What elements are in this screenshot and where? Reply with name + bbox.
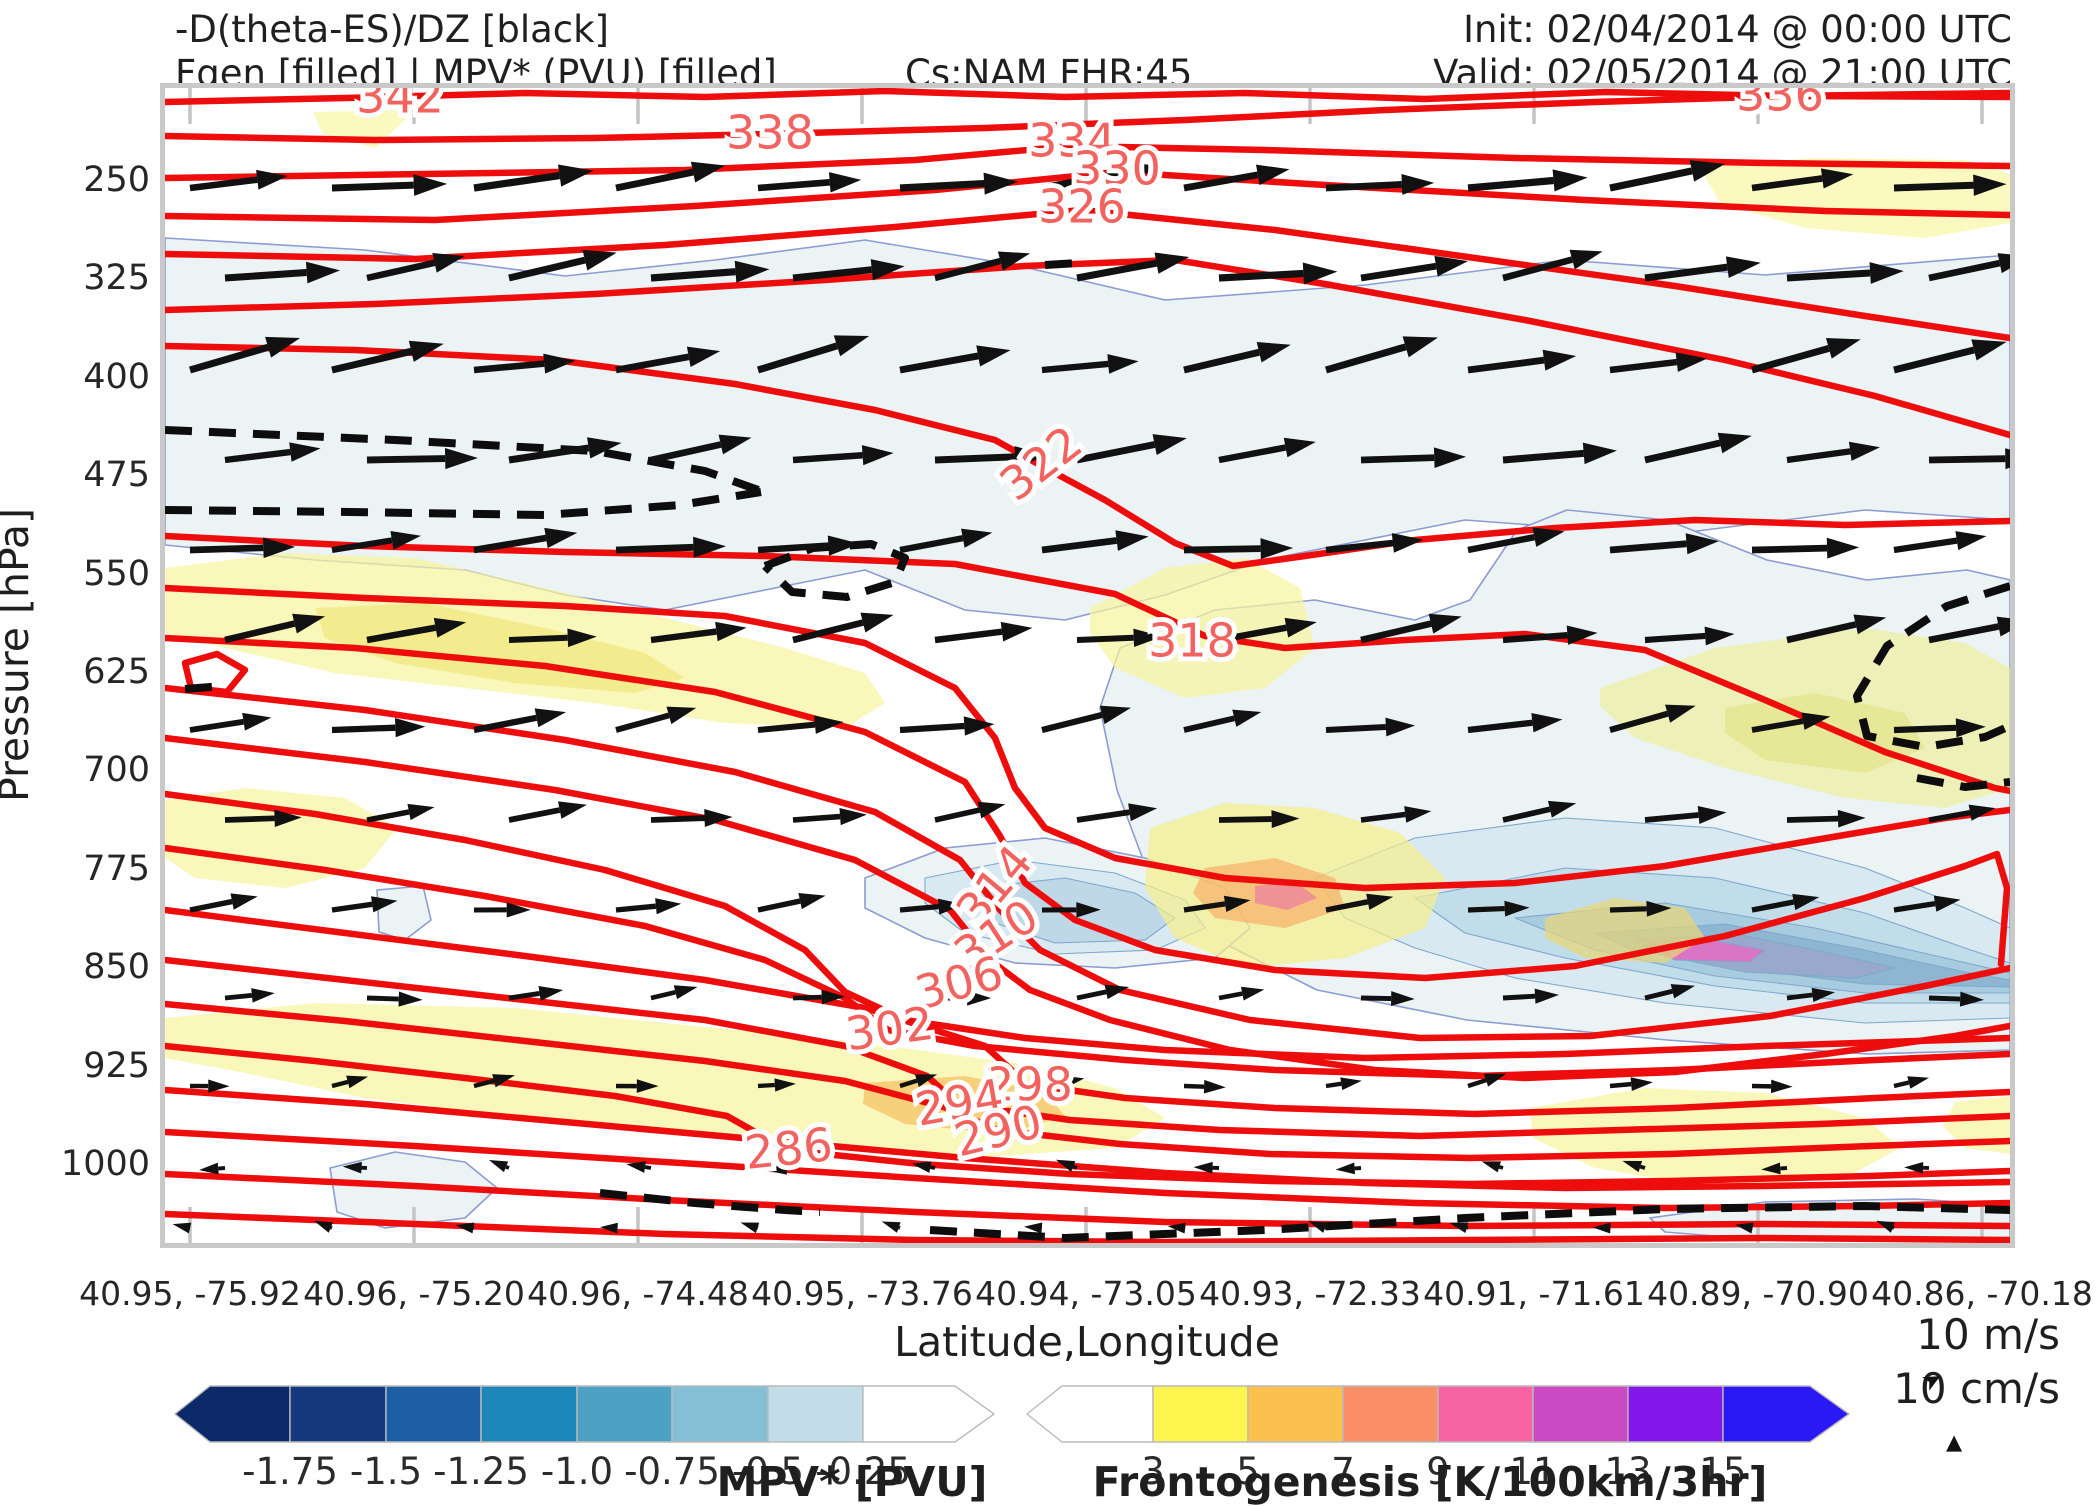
y-tick-label: 325 (0, 258, 150, 298)
contour-label: 286 (742, 1117, 835, 1180)
title-init-time: Init: 02/04/2014 @ 00:00 UTC (1463, 8, 2012, 51)
y-tick-label: 700 (0, 750, 150, 790)
y-tick-label: 775 (0, 849, 150, 889)
contour-label: 338 (726, 106, 814, 160)
y-tick-label: 850 (0, 947, 150, 987)
title-left-line1: -D(theta-ES)/DZ [black] (175, 8, 609, 51)
y-tick-label: 250 (0, 160, 150, 200)
colorbars-canvas (165, 1384, 1865, 1448)
contour-label: 318 (1148, 614, 1236, 668)
contour-label: 326 (1038, 180, 1126, 234)
mpv-colorbar-label: MPV* [PVU] (717, 1458, 988, 1506)
wind-speed-reference: 10 m/s (1916, 1310, 2060, 1359)
y-tick-label: 625 (0, 652, 150, 692)
x-tick-label: 40.86, -70.18 (1822, 1274, 2100, 1313)
y-tick-label: 925 (0, 1046, 150, 1086)
y-tick-label: 550 (0, 554, 150, 594)
y-tick-label: 475 (0, 455, 150, 495)
omega-reference-arrow-icon: ▲ (1946, 1432, 1962, 1453)
contour-label: 342 (356, 88, 444, 124)
y-tick-label: 1000 (0, 1144, 150, 1184)
contour-label: 336 (1736, 88, 1824, 122)
fgen-colorbar-label: Frontogenesis [K/100km/3hr] (1093, 1458, 1768, 1506)
x-axis-title: Latitude,Longitude (894, 1318, 1280, 1366)
y-tick-label: 400 (0, 357, 150, 397)
